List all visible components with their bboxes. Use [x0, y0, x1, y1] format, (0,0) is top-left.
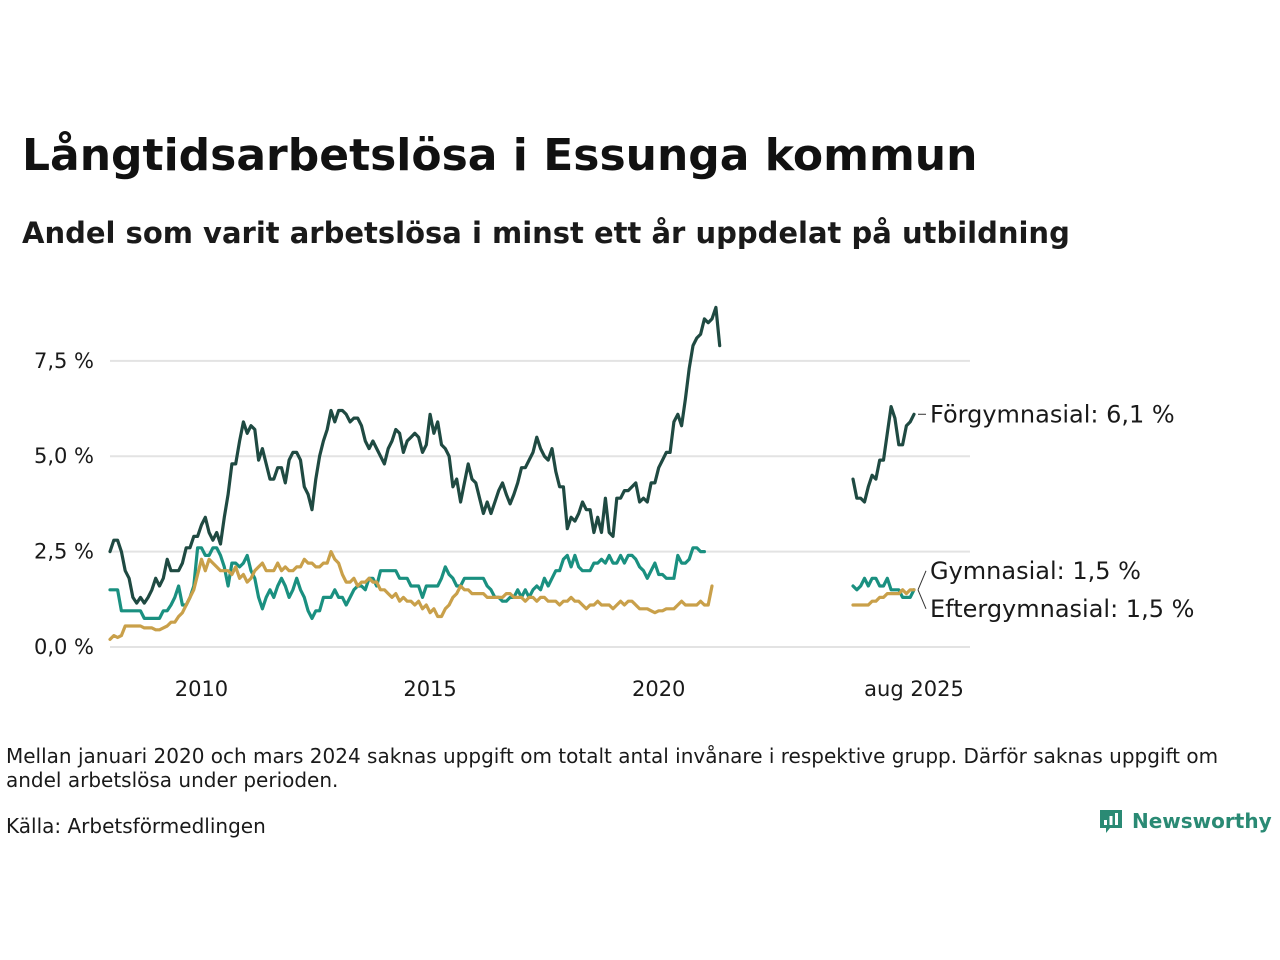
x-tick-label: 2010: [175, 677, 228, 701]
line-chart: 0,0 % 2,5 % 5,0 % 7,5 % 2010 2015 2020 aug 202…: [34, 305, 1194, 701]
x-tick-label: aug 2025: [864, 677, 964, 701]
footnote: Mellan januari 2020 och mars 2024 saknas…: [6, 744, 1219, 792]
x-tick-label: 2020: [632, 677, 685, 701]
series-end-labels: Förgymnasial: 6,1 % Gymnasial: 1,5 % Efter…: [917, 400, 1194, 623]
chart-subtitle: Andel som varit arbetslösa i minst ett å…: [22, 216, 1070, 250]
series-line: [851, 588, 916, 607]
x-tick-label: 2015: [403, 677, 456, 701]
y-tick-label: 7,5 %: [34, 349, 94, 373]
y-tick-label: 5,0 %: [34, 444, 94, 468]
gridlines: [110, 359, 970, 648]
series-line: [851, 405, 916, 504]
y-axis-tick-labels: 0,0 % 2,5 % 5,0 % 7,5 %: [34, 349, 94, 659]
label-leader-line: [917, 570, 927, 590]
y-tick-label: 2,5 %: [34, 540, 94, 564]
series-line: [108, 305, 722, 605]
series-end-label: Gymnasial: 1,5 %: [930, 557, 1141, 585]
chart-title: Långtidsarbetslösa i Essunga kommun: [22, 130, 978, 181]
series-line: [108, 549, 714, 642]
brand-name: Newsworthy: [1132, 809, 1272, 833]
y-tick-label: 0,0 %: [34, 635, 94, 659]
series-end-label: Eftergymnasial: 1,5 %: [930, 595, 1194, 623]
series-lines: [108, 305, 916, 642]
newsworthy-logo: Newsworthy: [1098, 808, 1272, 834]
series-line: [108, 546, 707, 621]
series-end-label: Förgymnasial: 6,1 %: [930, 400, 1175, 428]
newsworthy-logo-icon: [1100, 810, 1122, 833]
label-leader-line: [917, 589, 927, 609]
source-credit: Källa: Arbetsförmedlingen: [6, 814, 266, 838]
x-axis-tick-labels: 2010 2015 2020 aug 2025: [175, 677, 964, 701]
series-line: [851, 576, 916, 600]
